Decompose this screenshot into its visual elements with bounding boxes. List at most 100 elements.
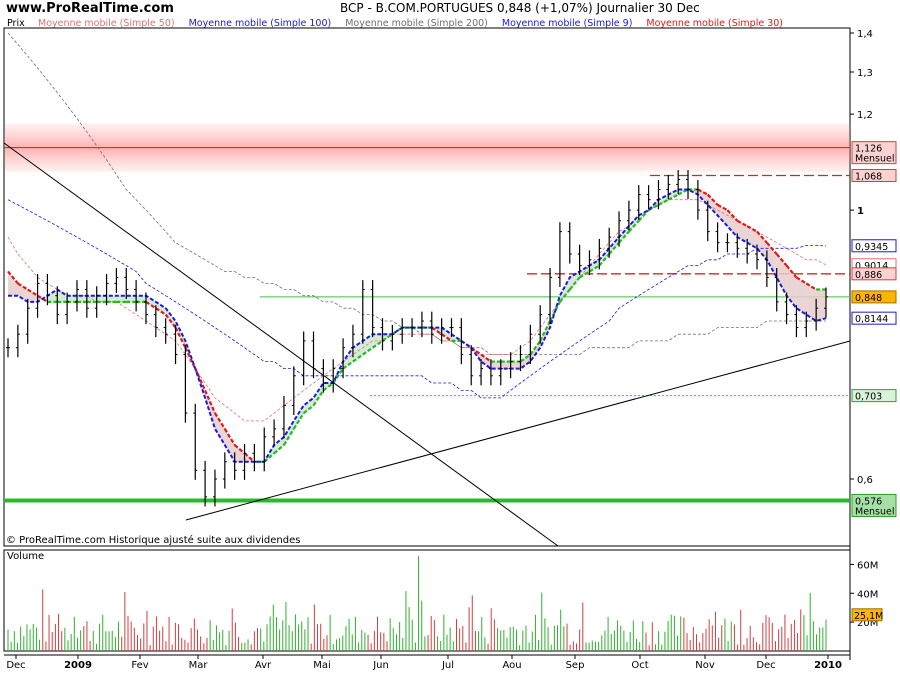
- chart-title: BCP - B.COM.PORTUGUES 0,848 (+1,07%) Jou…: [340, 1, 700, 15]
- ma-cloud-segment: [786, 265, 797, 309]
- sma30-segment: [529, 340, 542, 356]
- sma30-segment: [292, 412, 305, 430]
- volume-tick-label: 40M: [857, 589, 878, 600]
- legend-item-4: Moyenne mobile (Simple 30): [646, 18, 784, 29]
- ma-cloud-segment: [520, 354, 531, 369]
- x-tick-label: Dec: [756, 660, 775, 671]
- sma30-segment: [322, 382, 334, 392]
- x-tick-label: 2009: [64, 660, 92, 671]
- price-tag-value: 0,9345: [855, 242, 888, 253]
- sma30-segment: [243, 452, 256, 463]
- ma-cloud-segment: [481, 354, 491, 369]
- sma30-segment: [36, 294, 49, 303]
- sma200-line: [7, 32, 826, 356]
- ma-cloud-segment: [757, 231, 767, 260]
- sma30-segment: [539, 320, 552, 342]
- volume-last-box: [851, 608, 883, 622]
- sma30-segment: [795, 276, 807, 285]
- price-panel-label: Prix: [7, 18, 25, 29]
- ma-cloud-segment: [155, 301, 166, 315]
- sma30-segment: [618, 230, 630, 244]
- price-tag: 0,8144: [851, 311, 897, 325]
- volume-last-value: 25,1M: [854, 611, 883, 622]
- price-tag-box: [851, 239, 897, 253]
- price-tag-box: [851, 141, 897, 165]
- y-tick-label: 1,3: [857, 68, 873, 79]
- sma30-segment: [223, 428, 236, 446]
- sma30-segment: [145, 300, 157, 310]
- ma-cloud-segment: [796, 277, 807, 315]
- sma30-segment: [608, 241, 620, 255]
- sma30-segment: [233, 444, 246, 455]
- ma-cloud-segment: [185, 340, 196, 369]
- sma30-segment: [7, 270, 19, 285]
- ma-cloud-segment: [67, 295, 77, 302]
- ma-cloud-segment: [510, 361, 521, 369]
- price-tag-value: 0,886: [855, 270, 882, 281]
- price-tag-value: 0,703: [855, 392, 882, 403]
- ma-cloud-segment: [500, 361, 511, 369]
- sma30-segment: [312, 389, 325, 407]
- ma-cloud-segment: [717, 204, 728, 227]
- sma30-segment: [214, 412, 226, 430]
- history-note: © ProRealTime.com Historique ajusté suit…: [6, 534, 300, 546]
- price-tag-period: Mensuel: [855, 154, 895, 165]
- x-tick-label: 2010: [814, 660, 842, 671]
- x-tick-label: Avr: [255, 660, 272, 671]
- ma-cloud-segment: [569, 271, 580, 290]
- sma30-segment: [342, 360, 354, 370]
- price-tag-value: 1,126: [855, 144, 882, 155]
- sma30-segment: [568, 276, 581, 291]
- sma30-segment: [431, 326, 443, 336]
- x-tick-label: Jun: [372, 660, 389, 671]
- sma30-segment: [381, 333, 393, 342]
- sma30-segment: [775, 253, 788, 267]
- sma30-segment: [302, 404, 315, 414]
- x-tick-label: Nov: [695, 660, 715, 671]
- y-tick-label: 1,2: [857, 110, 873, 121]
- sma30-segment: [805, 282, 817, 291]
- sma30-segment: [628, 220, 640, 233]
- price-tag-box: [851, 168, 897, 182]
- ma-cloud-segment: [146, 295, 156, 309]
- x-tick-label: Fev: [131, 660, 148, 671]
- price-tag: 1,068: [851, 168, 897, 182]
- sma30-segment: [697, 188, 709, 196]
- ma-cloud-segment: [8, 271, 18, 296]
- sma30-segment: [27, 288, 39, 297]
- ma-cloud-segment: [806, 283, 817, 321]
- price-tag-value: 1,068: [855, 171, 882, 182]
- price-tag-box: [851, 389, 897, 403]
- volume-last-tag: 25,1M: [851, 608, 883, 622]
- price-tag-period: Mensuel: [855, 506, 895, 517]
- ma-cloud-segment: [816, 289, 826, 321]
- ma-cloud-segment: [27, 289, 38, 302]
- site-name[interactable]: www.ProRealTime.com: [6, 1, 174, 16]
- ma-cloud-segment: [648, 199, 659, 211]
- sma30-segment: [441, 333, 453, 342]
- sma30-segment: [204, 389, 216, 414]
- ma-cloud-segment: [776, 254, 787, 296]
- ma-cloud-segment: [707, 194, 718, 216]
- ma-cloud-segment: [234, 445, 245, 462]
- sma30-segment: [480, 353, 492, 363]
- sma30-segment: [657, 198, 669, 206]
- price-tag-box: [851, 493, 897, 517]
- ma-cloud-segment: [96, 295, 107, 302]
- chart-header: www.ProRealTime.com BCP - B.COM.PORTUGUE…: [0, 0, 900, 17]
- price-tag: 0,886: [851, 267, 897, 281]
- sma30-segment: [588, 264, 600, 273]
- ma-cloud-segment: [116, 295, 127, 302]
- sma30-segment: [17, 282, 29, 291]
- sma30-segment: [756, 230, 768, 244]
- ma-cloud-segment: [274, 436, 284, 454]
- ma-cloud-segment: [77, 295, 87, 302]
- volume-tick-label: 20M: [857, 618, 878, 629]
- x-tick-label: Dec: [6, 660, 25, 671]
- downtrend-line: [3, 142, 559, 547]
- sma30-segment: [174, 327, 187, 349]
- volume-tick-label: 60M: [857, 560, 878, 571]
- sma30-segment: [372, 339, 384, 349]
